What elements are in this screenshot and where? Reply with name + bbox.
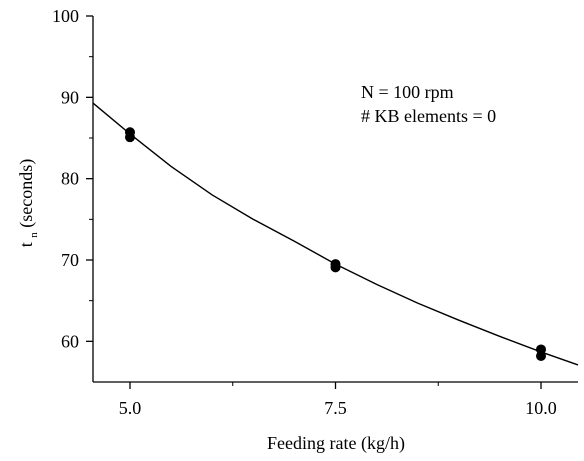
x-axis-label: Feeding rate (kg/h) [267,433,405,454]
fit-curve [92,102,579,366]
data-point [330,262,341,273]
x-tick-label: 7.5 [324,398,347,418]
curve-layer [92,102,579,366]
y-tick-label: 60 [61,331,79,351]
axes-layer: 60 70 80 90 100 5.0 7.5 10.0 [52,6,578,418]
data-point [536,350,547,361]
annotation-kb-elements: # KB elements = 0 [361,106,496,126]
y-axis-label-main: t [16,242,36,247]
data-point [124,132,135,143]
y-tick-label: 80 [61,169,79,189]
y-tick-label: 90 [61,87,79,107]
x-tick-label: 5.0 [119,398,142,418]
annotation-rpm: N = 100 rpm [361,82,454,102]
x-tick-label: 10.0 [525,398,557,418]
y-axis-label: t n (seconds) [16,159,41,248]
y-axis-label-subscript: n [28,232,40,238]
y-axis-label-suffix: (seconds) [16,159,37,228]
y-tick-label: 70 [61,250,79,270]
points-layer [124,127,547,361]
y-tick-label: 100 [52,6,79,26]
